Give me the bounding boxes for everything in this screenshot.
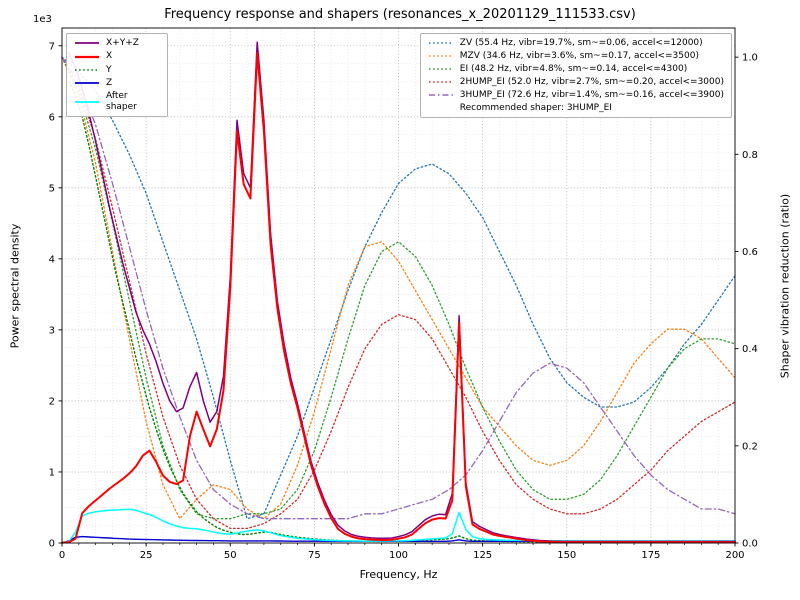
x-tick-label: 75 — [308, 550, 321, 561]
legend-item: ZV (55.4 Hz, vibr=19.7%, sm~=0.06, accel… — [428, 38, 724, 48]
recommended-shaper-note: Recommended shaper: 3HUMP_EI — [459, 103, 612, 113]
legend-label: X — [106, 51, 113, 62]
legend-label: Y — [106, 64, 112, 75]
legend-shapers: ZV (55.4 Hz, vibr=19.7%, sm~=0.06, accel… — [419, 33, 732, 118]
legend-line-sample — [428, 55, 453, 57]
y-left-tick-label: 5 — [49, 183, 55, 194]
legend-line-sample — [428, 94, 453, 96]
y-right-tick-label: 0.6 — [742, 247, 758, 258]
legend-line-sample — [428, 68, 453, 70]
x-tick-label: 150 — [557, 550, 576, 561]
y-axis-offset-label: 1e3 — [33, 14, 52, 25]
x-tick-label: 25 — [140, 550, 153, 561]
legend-label: 2HUMP_EI (52.0 Hz, vibr=2.7%, sm~=0.20, … — [459, 77, 724, 87]
x-tick-label: 125 — [473, 550, 492, 561]
legend-item: EI (48.2 Hz, vibr=4.8%, sm~=0.14, accel<… — [428, 64, 724, 74]
series-zv — [61, 56, 736, 520]
legend-item: 2HUMP_EI (52.0 Hz, vibr=2.7%, sm~=0.20, … — [428, 77, 724, 87]
x-tick-label: 175 — [641, 550, 660, 561]
y-left-tick-label: 4 — [49, 254, 55, 265]
legend-line-sample — [428, 42, 453, 44]
legend-label: 3HUMP_EI (72.6 Hz, vibr=1.4%, sm~=0.16, … — [459, 90, 724, 100]
legend-label: Z — [106, 78, 113, 89]
legend-line-sample — [75, 82, 99, 85]
y-left-tick-label: 6 — [49, 112, 55, 123]
y-right-tick-label: 0.0 — [742, 539, 758, 550]
legend-item: Y — [74, 65, 160, 75]
series-x — [61, 51, 736, 544]
chart-title: Frequency response and shapers (resonanc… — [164, 7, 636, 22]
x-tick-label: 100 — [389, 550, 408, 561]
series-2hump_ei — [61, 56, 736, 530]
legend-label: After shaper — [106, 91, 137, 112]
x-tick-label: 200 — [725, 550, 744, 561]
y-axis-label-left: Power spectral density — [8, 223, 22, 349]
legend-line-sample — [428, 81, 453, 83]
x-axis-label: Frequency, Hz — [359, 568, 438, 581]
y-axis-label-right: Shaper vibration reduction (ratio) — [778, 193, 792, 379]
legend-item: MZV (34.6 Hz, vibr=3.6%, sm~=0.17, accel… — [428, 51, 724, 61]
legend-item: After shaper — [74, 91, 160, 112]
legend-line-sample — [75, 55, 99, 58]
y-left-tick-label: 1 — [49, 467, 55, 478]
y-right-tick-label: 0.2 — [742, 441, 758, 452]
series-mzv — [61, 56, 736, 520]
legend-item: Z — [74, 78, 160, 88]
x-tick-label: 50 — [224, 550, 237, 561]
legend-label: MZV (34.6 Hz, vibr=3.6%, sm~=0.17, accel… — [459, 51, 699, 61]
y-left-tick-label: 7 — [49, 41, 55, 52]
legend-psd: X+Y+Z X Y Z After shaper — [66, 33, 168, 118]
legend-line-sample — [75, 42, 99, 45]
series-y — [68, 80, 736, 543]
legend-label: ZV (55.4 Hz, vibr=19.7%, sm~=0.06, accel… — [459, 38, 703, 48]
legend-label: X+Y+Z — [106, 38, 139, 48]
legend-item: X — [74, 51, 160, 61]
x-tick-label: 0 — [59, 550, 65, 561]
legend-item: X+Y+Z — [74, 38, 160, 48]
y-right-tick-label: 0.4 — [742, 344, 758, 355]
y-left-tick-label: 2 — [49, 396, 55, 407]
legend-line-sample — [75, 100, 99, 103]
y-right-tick-label: 1.0 — [742, 53, 758, 64]
legend-label: EI (48.2 Hz, vibr=4.8%, sm~=0.14, accel<… — [459, 64, 688, 74]
legend-item: 3HUMP_EI (72.6 Hz, vibr=1.4%, sm~=0.16, … — [428, 90, 724, 100]
series-3hump_ei — [61, 56, 736, 520]
y-left-tick-label: 3 — [49, 325, 55, 336]
series-ei — [61, 56, 736, 520]
legend-line-sample — [75, 69, 99, 71]
y-left-tick-label: 0 — [49, 539, 55, 550]
y-right-tick-label: 0.8 — [742, 150, 758, 161]
